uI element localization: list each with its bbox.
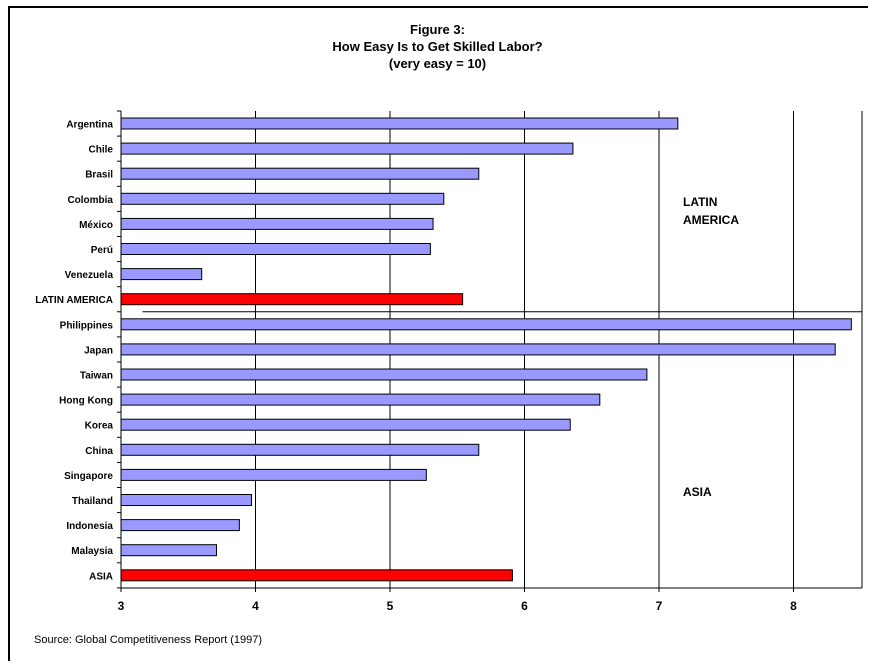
category-label-indonesia: Indonesia [66, 521, 113, 532]
category-label-perú: Perú [91, 245, 113, 256]
chart-title-line-1: Figure 3: [410, 22, 465, 37]
x-tick-label-4: 4 [252, 599, 259, 613]
group-label-latin-america-2: AMERICA [683, 213, 739, 227]
category-label-japan: Japan [84, 345, 113, 356]
source-note: Source: Global Competitiveness Report (1… [34, 634, 263, 646]
category-label-china: China [85, 446, 113, 457]
category-label-argentina: Argentina [66, 120, 113, 131]
x-tick-label-6: 6 [521, 599, 528, 613]
bar-malaysia [120, 544, 217, 557]
bar-colombia [120, 192, 445, 205]
category-label-hong-kong: Hong Kong [59, 396, 113, 407]
bar-argentina [120, 117, 679, 130]
bar-taiwan [120, 368, 648, 381]
x-tick-label-7: 7 [656, 599, 663, 613]
category-label-malaysia: Malaysia [71, 546, 113, 557]
bar-thailand [120, 494, 252, 506]
bar-singapore [120, 468, 427, 481]
bar-korea [120, 418, 571, 431]
bar-brasil [120, 167, 480, 180]
x-tick-label-3: 3 [118, 599, 125, 613]
x-tick-label-5: 5 [387, 599, 394, 613]
bar-philippines [120, 318, 852, 331]
category-label-brasil: Brasil [85, 170, 113, 181]
bar-perú [120, 243, 431, 255]
category-label-korea: Korea [85, 421, 114, 432]
bar-latin-america [120, 293, 464, 306]
category-label-colombia: Colombia [67, 195, 113, 206]
bar-china [120, 443, 480, 456]
x-tick-label-8: 8 [790, 599, 797, 613]
chart-title-line-2: How Easy Is to Get Skilled Labor? [332, 39, 543, 54]
bar-méxico [120, 217, 434, 230]
bar-japan [120, 343, 836, 356]
bar-hong-kong [120, 393, 601, 406]
category-label-latin-america: LATIN AMERICA [35, 295, 113, 306]
bar-indonesia [120, 519, 240, 532]
category-label-chile: Chile [89, 145, 114, 156]
category-label-singapore: Singapore [64, 471, 113, 482]
bar-asia [120, 569, 513, 582]
group-label-asia: ASIA [683, 485, 712, 499]
category-label-philippines: Philippines [60, 320, 114, 331]
bar-chile [120, 142, 574, 155]
category-label-taiwan: Taiwan [80, 371, 113, 382]
category-label-thailand: Thailand [72, 496, 113, 507]
category-label-méxico: México [79, 220, 113, 231]
bar-venezuela [120, 268, 203, 281]
category-label-asia: ASIA [89, 571, 113, 582]
group-label-latin-america-1: LATIN [683, 195, 717, 209]
category-label-venezuela: Venezuela [65, 270, 114, 281]
chart-title-line-3: (very easy = 10) [388, 56, 487, 71]
